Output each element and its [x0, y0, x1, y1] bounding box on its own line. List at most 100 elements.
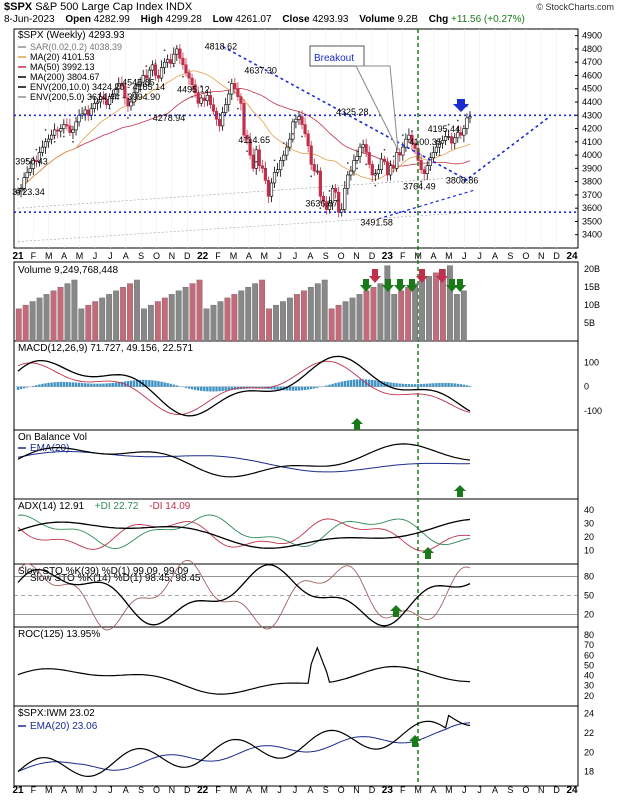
candle [205, 95, 209, 101]
candle [239, 96, 243, 104]
sar-dot [255, 160, 258, 163]
sar-dot [127, 117, 129, 119]
volume-bar [161, 297, 168, 342]
ma200-line [17, 176, 471, 209]
macd-hist-bar [230, 386, 233, 391]
macd-hist-bar [56, 382, 59, 387]
volume-bar [370, 286, 377, 342]
y-tick-label: 4900 [582, 31, 602, 41]
red-arrow-icon [369, 269, 381, 283]
y-tick-label: 70 [584, 640, 594, 650]
x-tick-label: J [108, 785, 113, 795]
sar-dot [163, 49, 166, 52]
macd-hist-bar [132, 380, 136, 387]
green-arrow-icon [454, 485, 466, 497]
volume-bar [78, 308, 85, 342]
macd-hist-bar [270, 386, 273, 390]
macd-hist-bar [465, 385, 469, 387]
sar-dot [218, 113, 221, 115]
x-tick-label: N [169, 251, 176, 261]
macd-hist-bar [438, 382, 441, 387]
candle [43, 141, 48, 148]
macd-hist-bar [193, 386, 197, 390]
candle [407, 134, 411, 140]
x-tick-label: A [123, 251, 129, 261]
macd-hist-bar [459, 384, 463, 387]
candle [138, 81, 142, 87]
macd-hist-bar [163, 382, 166, 387]
x-tick-label: D [184, 251, 191, 261]
green-arrow-icon [446, 279, 458, 292]
macd-hist-bar [377, 380, 380, 387]
macd-hist-bar [447, 382, 450, 387]
candle [190, 77, 194, 86]
candle [53, 129, 57, 136]
macd-hist-bar [380, 381, 383, 387]
x-tick-label: A [492, 785, 498, 795]
candle [172, 53, 176, 64]
volume-bar [426, 276, 432, 342]
low-trendline [378, 189, 477, 220]
candle [16, 190, 20, 193]
candle [260, 165, 264, 169]
legend-label: ENV(200,5.0) 3614.44 - 3994.90 [30, 92, 160, 102]
macd-hist-bar [68, 382, 72, 387]
candle [49, 134, 54, 140]
ratio-ema-line [17, 722, 471, 772]
candle [221, 112, 225, 127]
macd-hist-bar [401, 383, 405, 387]
candle [376, 169, 380, 174]
volume-bar [106, 294, 113, 342]
candle [19, 187, 23, 192]
y-tick-label: 4500 [582, 84, 602, 94]
macd-hist-bar [346, 380, 350, 387]
green-arrow-icon [422, 547, 434, 559]
close-value: 4293.93 [312, 14, 349, 25]
macd-hist-bar [190, 386, 194, 390]
symbol: $SPX [4, 1, 33, 13]
candle [315, 170, 319, 173]
candle [108, 96, 112, 105]
candle [156, 75, 161, 79]
candle [279, 160, 283, 170]
macd-hist-bar [41, 383, 44, 387]
candle [169, 59, 173, 64]
candle [98, 96, 103, 103]
roc-line [17, 646, 471, 695]
y-tick-label: -100 [584, 406, 602, 416]
volume-bar [245, 286, 252, 342]
x-tick-label: A [123, 785, 129, 795]
price-annotation: 3636.87 [305, 198, 338, 208]
sar-dot [53, 140, 56, 143]
candle [398, 152, 402, 156]
macd-hist-bar [313, 386, 316, 389]
obv-ema-line [17, 451, 471, 473]
candle [330, 187, 335, 204]
x-tick-label: 23 [382, 785, 394, 796]
candle [233, 83, 237, 90]
macd-hist-bar [47, 382, 50, 387]
volume-bar [266, 308, 272, 342]
candle [282, 154, 286, 161]
y-tick-label: 50 [584, 660, 594, 670]
macd-hist-bar [175, 385, 179, 387]
macd-hist-bar [184, 386, 188, 388]
green-arrow-icon [390, 605, 402, 617]
sar-dot [108, 107, 111, 110]
red-arrow-icon [436, 269, 448, 283]
x-tick-label: N [538, 251, 545, 261]
x-tick-label: M [230, 251, 238, 261]
volume-bar [405, 286, 412, 342]
candle [318, 170, 322, 197]
volume-bar [300, 290, 307, 342]
panel-legend-label: Slow STO %K(14) %D(1) 98.45, 98.45 [30, 573, 201, 584]
sar-dot [411, 130, 413, 133]
price-panel-title: $SPX (Weekly) 4293.93 [18, 30, 125, 41]
sar-dot [246, 150, 248, 153]
volume-bar [412, 283, 419, 342]
sar-dot [227, 81, 230, 83]
macd-hist-bar [111, 382, 114, 387]
price-annotation: 4100.35 [409, 137, 442, 147]
red-arrow-icon [416, 269, 428, 283]
x-tick-label: F [400, 251, 406, 261]
